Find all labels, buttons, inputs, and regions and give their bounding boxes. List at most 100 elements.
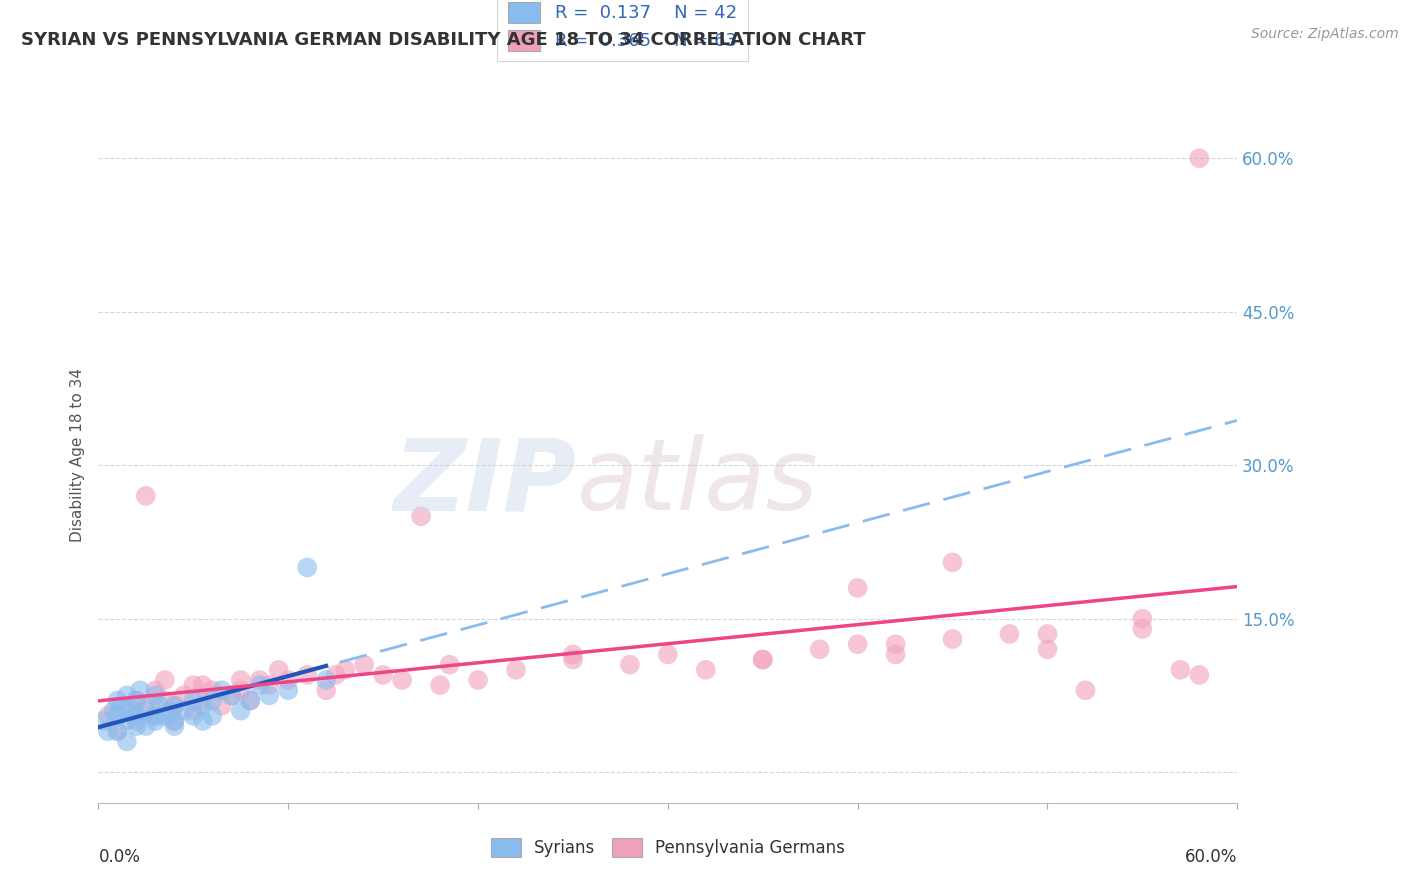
Point	[239, 693, 262, 707]
Point	[121, 704, 143, 718]
Point	[145, 689, 167, 703]
Point	[97, 708, 120, 723]
Point	[259, 678, 281, 692]
Point	[221, 689, 243, 703]
Point	[115, 714, 138, 728]
Point	[135, 719, 157, 733]
Point	[173, 689, 195, 703]
Point	[239, 693, 262, 707]
Point	[163, 698, 186, 713]
Point	[191, 678, 214, 692]
Legend: Syrians, Pennsylvania Germans: Syrians, Pennsylvania Germans	[484, 831, 852, 864]
Point	[657, 648, 679, 662]
Point	[1188, 668, 1211, 682]
Point	[884, 637, 907, 651]
Point	[145, 708, 167, 723]
Point	[277, 683, 299, 698]
Point	[107, 693, 129, 707]
Point	[201, 708, 224, 723]
Point	[159, 704, 181, 718]
Point	[115, 734, 138, 748]
Point	[371, 668, 394, 682]
Point	[1170, 663, 1192, 677]
Point	[315, 673, 337, 687]
Point	[211, 698, 233, 713]
Point	[201, 683, 224, 698]
Point	[353, 657, 375, 672]
Text: 60.0%: 60.0%	[1185, 848, 1237, 866]
Point	[1036, 627, 1059, 641]
Point	[135, 704, 157, 718]
Point	[229, 673, 252, 687]
Point	[942, 555, 965, 569]
Point	[267, 663, 290, 677]
Text: ZIP: ZIP	[394, 434, 576, 532]
Point	[110, 698, 132, 713]
Point	[846, 581, 869, 595]
Point	[183, 678, 205, 692]
Point	[183, 693, 205, 707]
Point	[562, 648, 585, 662]
Point	[163, 714, 186, 728]
Point	[391, 673, 413, 687]
Point	[505, 663, 527, 677]
Point	[1074, 683, 1097, 698]
Point	[229, 683, 252, 698]
Point	[107, 724, 129, 739]
Point	[259, 689, 281, 703]
Point	[1132, 622, 1154, 636]
Point	[191, 693, 214, 707]
Text: 0.0%: 0.0%	[98, 848, 141, 866]
Point	[695, 663, 717, 677]
Point	[115, 704, 138, 718]
Point	[325, 668, 347, 682]
Point	[153, 708, 176, 723]
Point	[125, 719, 148, 733]
Point	[97, 724, 120, 739]
Point	[115, 689, 138, 703]
Point	[163, 719, 186, 733]
Point	[163, 698, 186, 713]
Point	[163, 714, 186, 728]
Point	[315, 683, 337, 698]
Point	[467, 673, 489, 687]
Y-axis label: Disability Age 18 to 34: Disability Age 18 to 34	[69, 368, 84, 542]
Point	[125, 714, 148, 728]
Point	[191, 698, 214, 713]
Point	[183, 708, 205, 723]
Point	[884, 648, 907, 662]
Point	[439, 657, 461, 672]
Point	[229, 704, 252, 718]
Point	[201, 693, 224, 707]
Point	[107, 724, 129, 739]
Point	[145, 708, 167, 723]
Point	[429, 678, 451, 692]
Text: atlas: atlas	[576, 434, 818, 532]
Point	[145, 683, 167, 698]
Point	[145, 714, 167, 728]
Point	[249, 673, 271, 687]
Point	[211, 683, 233, 698]
Point	[752, 652, 775, 666]
Point	[808, 642, 831, 657]
Point	[619, 657, 641, 672]
Point	[411, 509, 433, 524]
Point	[846, 637, 869, 651]
Point	[297, 668, 319, 682]
Point	[135, 698, 157, 713]
Point	[752, 652, 775, 666]
Point	[183, 704, 205, 718]
Point	[221, 689, 243, 703]
Point	[93, 714, 115, 728]
Point	[107, 708, 129, 723]
Point	[173, 704, 195, 718]
Point	[562, 652, 585, 666]
Text: SYRIAN VS PENNSYLVANIA GERMAN DISABILITY AGE 18 TO 34 CORRELATION CHART: SYRIAN VS PENNSYLVANIA GERMAN DISABILITY…	[21, 31, 866, 49]
Point	[249, 678, 271, 692]
Point	[1188, 151, 1211, 165]
Point	[297, 560, 319, 574]
Point	[335, 663, 357, 677]
Point	[125, 693, 148, 707]
Point	[153, 673, 176, 687]
Point	[153, 693, 176, 707]
